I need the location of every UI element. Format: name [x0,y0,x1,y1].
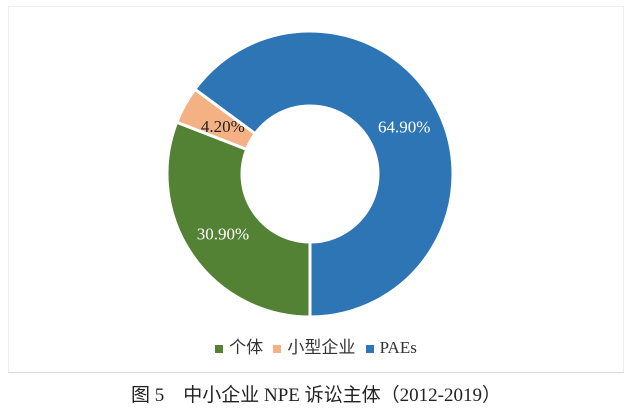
legend-swatch [365,345,374,354]
legend-item-paes: PAEs [365,338,417,358]
legend-item-small-enterprise: 小型企业 [273,333,355,358]
figure-caption: 图 5 中小企业 NPE 诉讼主体（2012-2019） [131,385,501,406]
donut-slice-1 [165,120,312,319]
legend: 个体 小型企业 PAEs [0,333,632,358]
data-label: 4.20% [201,117,245,136]
data-label: 64.90% [378,117,430,136]
legend-label: PAEs [379,338,417,357]
legend-swatch [273,345,282,354]
chart-frame [8,6,624,373]
donut-slice-3 [192,29,455,319]
data-label: 30.90% [197,225,249,244]
donut-chart: 30.90% 4.20% 64.90% [165,29,455,319]
legend-label: 个体 [229,338,264,357]
legend-label: 小型企业 [287,338,356,357]
legend-swatch [215,345,224,354]
legend-item-individual: 个体 [215,333,263,358]
